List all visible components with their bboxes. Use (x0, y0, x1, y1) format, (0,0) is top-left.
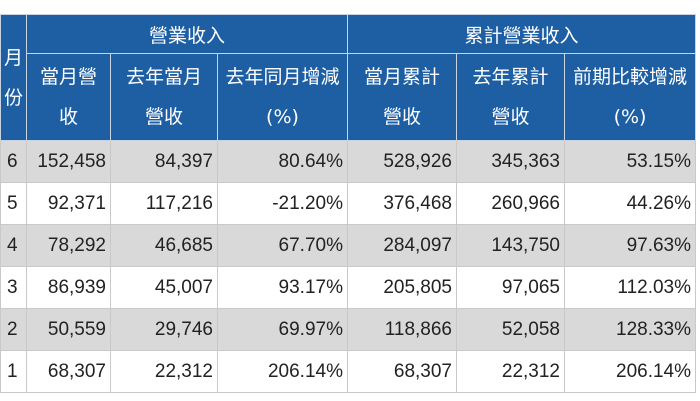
table-row: 5 92,371 117,216 -21.20% 376,468 260,966… (0, 182, 697, 225)
col-header-line2: 營收 (491, 106, 530, 128)
cumulative-revenue-cell: 376,468 (347, 182, 457, 225)
yoy-change-cell: 93.17% (217, 266, 348, 309)
group-header-cumulative: 累計營業收入 (346, 14, 697, 54)
col-header-cumulative: 當月累計 營收 (347, 53, 457, 141)
col-header-yoy-change: 去年同月增減 (%) (217, 53, 348, 141)
group-header-revenue: 營業收入 (26, 14, 348, 54)
last-year-month-revenue-cell: 46,685 (110, 224, 218, 267)
current-month-revenue-cell: 50,559 (26, 308, 111, 351)
last-year-cumulative-cell: 143,750 (456, 224, 565, 267)
monthly-revenue-table: 月 份 營業收入 累計營業收入 當月營 收 去年當月 營收 去年同月增減 (%)… (0, 14, 697, 393)
revenue-table-container: 月 份 營業收入 累計營業收入 當月營 收 去年當月 營收 去年同月增減 (%)… (0, 14, 697, 393)
last-year-cumulative-cell: 22,312 (456, 350, 565, 393)
month-cell: 6 (0, 140, 27, 183)
last-year-month-revenue-cell: 84,397 (110, 140, 218, 183)
col-header-line1: 去年同月增減 (225, 66, 340, 88)
month-header: 月 份 (0, 14, 27, 141)
col-header-line2: 營收 (144, 106, 183, 128)
last-year-cumulative-cell: 260,966 (456, 182, 565, 225)
table-row: 6 152,458 84,397 80.64% 528,926 345,363 … (0, 140, 697, 183)
last-year-month-revenue-cell: 22,312 (110, 350, 218, 393)
current-month-revenue-cell: 152,458 (26, 140, 111, 183)
col-header-line1: 當月營 (39, 66, 97, 88)
table-header: 月 份 營業收入 累計營業收入 當月營 收 去年當月 營收 去年同月增減 (%)… (0, 14, 697, 141)
yoy-change-cell: 67.70% (217, 224, 348, 267)
cumulative-revenue-cell: 205,805 (347, 266, 457, 309)
month-header-line2: 份 (3, 86, 23, 109)
last-year-cumulative-cell: 345,363 (456, 140, 565, 183)
month-cell: 4 (0, 224, 27, 267)
table-row: 2 50,559 29,746 69.97% 118,866 52,058 12… (0, 308, 697, 351)
current-month-revenue-cell: 68,307 (26, 350, 111, 393)
period-change-cell: 112.03% (563, 266, 697, 309)
col-header-last-year-cumulative: 去年累計 營收 (456, 53, 565, 141)
month-cell: 1 (0, 350, 27, 393)
month-cell: 2 (0, 308, 27, 351)
col-header-line2: (%) (613, 106, 647, 128)
period-change-cell: 44.26% (563, 182, 697, 225)
col-header-line2: 收 (58, 106, 78, 128)
month-cell: 3 (0, 266, 27, 309)
current-month-revenue-cell: 78,292 (26, 224, 111, 267)
yoy-change-cell: 206.14% (217, 350, 348, 393)
period-change-cell: 97.63% (563, 224, 697, 267)
current-month-revenue-cell: 92,371 (26, 182, 111, 225)
last-year-month-revenue-cell: 45,007 (110, 266, 218, 309)
cumulative-revenue-cell: 528,926 (347, 140, 457, 183)
cumulative-revenue-cell: 284,097 (347, 224, 457, 267)
col-header-line1: 當月累計 (363, 66, 440, 88)
col-header-line1: 去年當月 (125, 66, 202, 88)
table-body: 6 152,458 84,397 80.64% 528,926 345,363 … (0, 140, 697, 393)
col-header-current-month: 當月營 收 (26, 53, 111, 141)
col-header-line2: (%) (266, 106, 299, 128)
col-header-last-year-month: 去年當月 營收 (110, 53, 218, 141)
yoy-change-cell: 69.97% (217, 308, 348, 351)
col-header-line2: 營收 (382, 106, 421, 128)
col-header-line1: 去年累計 (472, 66, 549, 88)
table-row: 3 86,939 45,007 93.17% 205,805 97,065 11… (0, 266, 697, 309)
table-row: 1 68,307 22,312 206.14% 68,307 22,312 20… (0, 350, 697, 393)
yoy-change-cell: -21.20% (217, 182, 348, 225)
last-year-cumulative-cell: 52,058 (456, 308, 565, 351)
yoy-change-cell: 80.64% (217, 140, 348, 183)
table-row: 4 78,292 46,685 67.70% 284,097 143,750 9… (0, 224, 697, 267)
period-change-cell: 128.33% (563, 308, 697, 351)
last-year-month-revenue-cell: 29,746 (110, 308, 218, 351)
last-year-cumulative-cell: 97,065 (456, 266, 565, 309)
last-year-month-revenue-cell: 117,216 (110, 182, 218, 225)
period-change-cell: 206.14% (563, 350, 697, 393)
col-header-period-change: 前期比較增減 (%) (563, 53, 697, 141)
cumulative-revenue-cell: 118,866 (347, 308, 457, 351)
cumulative-revenue-cell: 68,307 (347, 350, 457, 393)
month-header-line1: 月 (3, 46, 23, 69)
month-cell: 5 (0, 182, 27, 225)
current-month-revenue-cell: 86,939 (26, 266, 111, 309)
period-change-cell: 53.15% (563, 140, 697, 183)
col-header-line1: 前期比較增減 (573, 66, 688, 88)
